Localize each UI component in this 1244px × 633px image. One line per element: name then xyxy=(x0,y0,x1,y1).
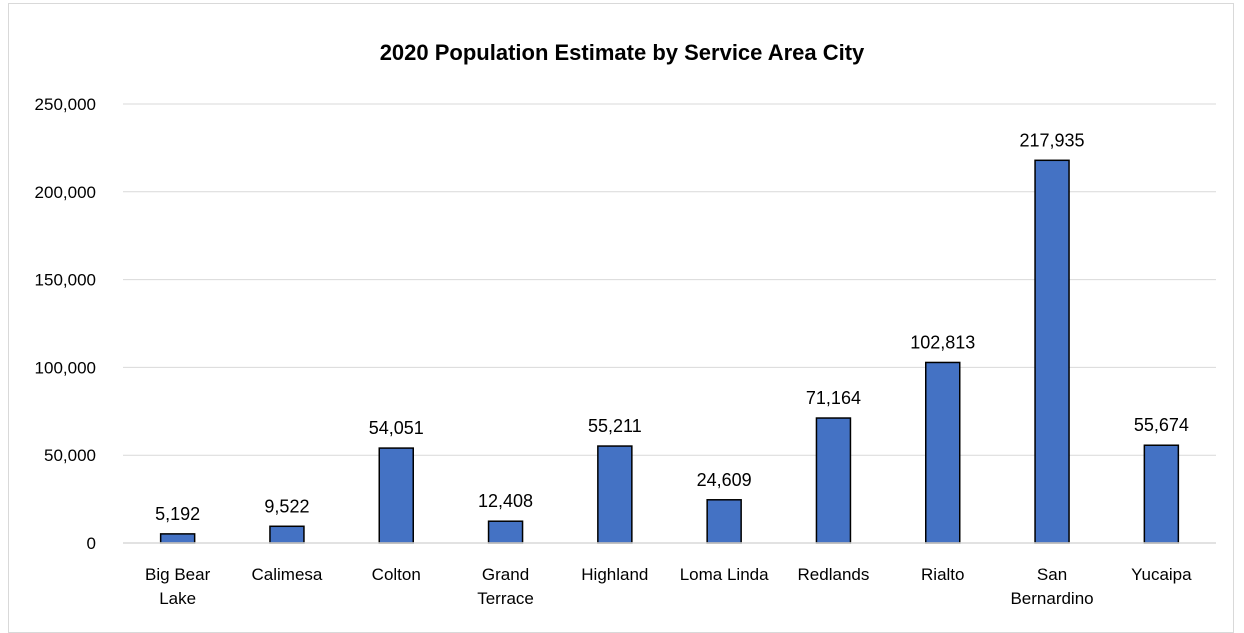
x-tick-label: Grand Terrace xyxy=(477,565,534,608)
x-tick-label: Redlands xyxy=(798,565,870,584)
bar xyxy=(815,417,852,544)
x-tick-label: Big Bear Lake xyxy=(145,565,211,608)
bar xyxy=(706,499,742,544)
bar xyxy=(269,525,305,544)
x-tick-label: Highland xyxy=(581,565,648,584)
bar xyxy=(1034,159,1070,544)
bar xyxy=(159,533,196,544)
bar xyxy=(487,520,524,544)
x-tick-label: Rialto xyxy=(921,565,964,584)
y-tick-label: 0 xyxy=(87,534,96,553)
x-tick-label: Calimesa xyxy=(252,565,323,584)
chart-title: 2020 Population Estimate by Service Area… xyxy=(379,40,865,65)
x-tick-label: Colton xyxy=(372,565,421,584)
data-label: 217,935 xyxy=(1020,130,1085,150)
x-tick-label: Loma Linda xyxy=(680,565,769,584)
data-label: 71,164 xyxy=(806,388,861,408)
x-tick-label: San Bernardino xyxy=(1010,565,1093,608)
data-label: 24,609 xyxy=(697,470,752,490)
x-tick-label: Yucaipa xyxy=(1131,565,1192,584)
data-label: 55,211 xyxy=(588,416,642,436)
y-tick-label: 150,000 xyxy=(35,271,96,290)
y-tick-label: 250,000 xyxy=(35,95,96,114)
y-tick-label: 100,000 xyxy=(35,358,96,377)
bar xyxy=(925,361,961,544)
bar xyxy=(1143,444,1180,544)
data-label: 5,192 xyxy=(155,504,200,524)
y-tick-label: 200,000 xyxy=(35,183,96,202)
data-label: 9,522 xyxy=(264,496,309,516)
data-label: 54,051 xyxy=(369,418,424,438)
bar xyxy=(597,445,633,544)
y-tick-label: 50,000 xyxy=(44,446,96,465)
data-label: 12,408 xyxy=(478,491,533,511)
data-label: 55,674 xyxy=(1134,415,1189,435)
data-label: 102,813 xyxy=(910,332,975,352)
bar xyxy=(378,447,414,544)
